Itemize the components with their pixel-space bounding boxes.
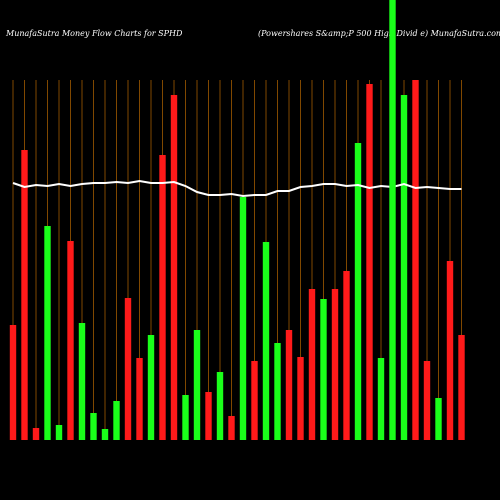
bar [44, 226, 51, 440]
bar [331, 289, 339, 440]
bar [216, 372, 224, 440]
bar [354, 143, 362, 440]
bar [136, 358, 143, 440]
bar [274, 343, 281, 440]
bar [285, 330, 293, 440]
bar [170, 95, 178, 440]
bar [343, 271, 350, 440]
bar [182, 395, 189, 440]
bar [308, 289, 316, 440]
bar [193, 330, 201, 440]
bar [124, 298, 132, 440]
bar [67, 241, 74, 440]
bar [147, 335, 155, 440]
bar [251, 361, 258, 440]
bar [389, 0, 396, 440]
bar [458, 335, 465, 440]
bar [78, 323, 86, 440]
bar [400, 95, 408, 440]
bar [446, 261, 454, 440]
bar [320, 299, 327, 440]
bar [55, 425, 63, 440]
bar [90, 413, 97, 440]
bar [228, 416, 235, 440]
bar [377, 358, 385, 440]
bar [262, 242, 270, 440]
bar [205, 392, 212, 440]
bar [297, 357, 304, 440]
chart-title: MunafaSutra Money Flow Charts for SPHD [5, 29, 183, 38]
bar [9, 325, 17, 440]
chart-subtitle: (Powershares S&amp;P 500 High Divid e) M… [258, 29, 500, 38]
bar [423, 361, 431, 440]
bar [21, 150, 28, 440]
bar [113, 401, 120, 440]
trend-line [12, 179, 462, 198]
bar [159, 155, 166, 440]
bar [101, 429, 109, 440]
bar [435, 398, 442, 440]
bar [412, 80, 419, 440]
bar [32, 428, 40, 440]
bar [239, 197, 247, 440]
bar [366, 84, 373, 440]
